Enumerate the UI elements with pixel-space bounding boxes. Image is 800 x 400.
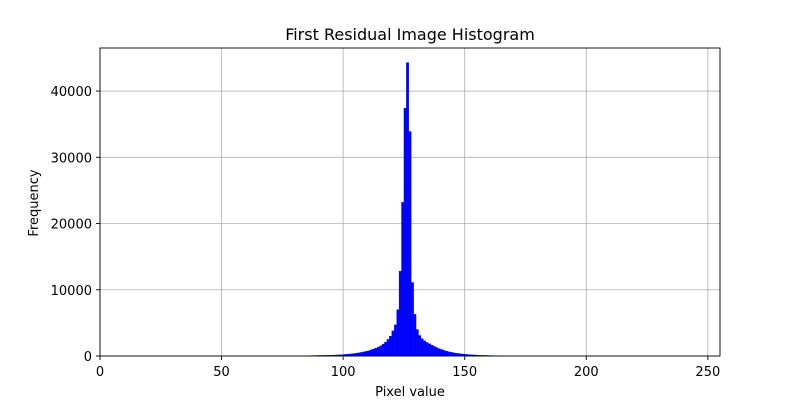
histogram-bar	[374, 347, 378, 357]
histogram-bar	[401, 202, 405, 357]
histogram-bar	[362, 351, 366, 357]
x-tick-label: 50	[213, 365, 230, 380]
histogram-bar	[420, 338, 424, 357]
histogram-bar	[379, 345, 383, 357]
chart-title: First Residual Image Histogram	[285, 25, 535, 44]
histogram-bar	[440, 349, 443, 357]
histogram-bar	[415, 329, 419, 357]
y-tick-label: 20000	[51, 218, 92, 233]
histogram-bar	[445, 350, 448, 357]
histogram-bar	[425, 342, 429, 357]
histogram-bar	[423, 340, 426, 357]
histogram-bar	[447, 351, 451, 357]
x-tick-label: 100	[331, 365, 356, 380]
x-tick-label: 0	[96, 365, 104, 380]
axes-layer	[99, 47, 721, 357]
x-tick-label: 200	[574, 365, 599, 380]
histogram-bar	[411, 282, 414, 357]
histogram-bar	[360, 352, 363, 357]
bars-layer	[308, 62, 504, 357]
histogram-bar	[452, 352, 456, 357]
histogram-bar	[398, 271, 402, 357]
histogram-bar	[372, 348, 375, 357]
histogram-bar	[403, 108, 407, 357]
histogram-bar	[386, 339, 390, 357]
histogram-bar	[435, 347, 439, 357]
x-tick-label: 250	[695, 365, 720, 380]
histogram-bar	[442, 350, 446, 357]
x-tick-label: 150	[452, 365, 477, 380]
y-tick-label: 40000	[51, 85, 92, 100]
histogram-bar	[396, 309, 400, 357]
histogram-bar	[394, 324, 397, 357]
histogram-bar	[418, 335, 422, 357]
histogram-bar	[364, 351, 368, 357]
histogram-bar	[437, 348, 441, 357]
histogram-bar	[369, 349, 373, 357]
histogram-bar	[384, 341, 388, 357]
histogram-bar	[449, 352, 453, 357]
y-tick-label: 10000	[51, 284, 92, 299]
histogram-bar	[357, 352, 361, 357]
plot-frame	[99, 47, 721, 357]
histogram-bar	[381, 343, 385, 357]
histogram-bar	[367, 350, 371, 357]
histogram-bar	[408, 131, 412, 357]
histogram-bar	[391, 330, 395, 357]
histogram-bar	[432, 346, 436, 357]
histogram-bar	[413, 314, 417, 357]
histogram-bar	[389, 335, 392, 357]
histogram-bar	[430, 344, 434, 357]
y-axis-label: Frequency	[27, 169, 42, 236]
x-axis-label: Pixel value	[375, 385, 445, 400]
y-tick-label: 30000	[51, 151, 92, 166]
histogram-bar	[377, 346, 380, 357]
ticks-layer: 0 50 100 150 200 250 0 10000 20000 30000 40000	[51, 85, 721, 380]
histogram-bar	[406, 62, 409, 357]
histogram-bar	[428, 343, 431, 357]
y-tick-label: 0	[84, 350, 92, 365]
